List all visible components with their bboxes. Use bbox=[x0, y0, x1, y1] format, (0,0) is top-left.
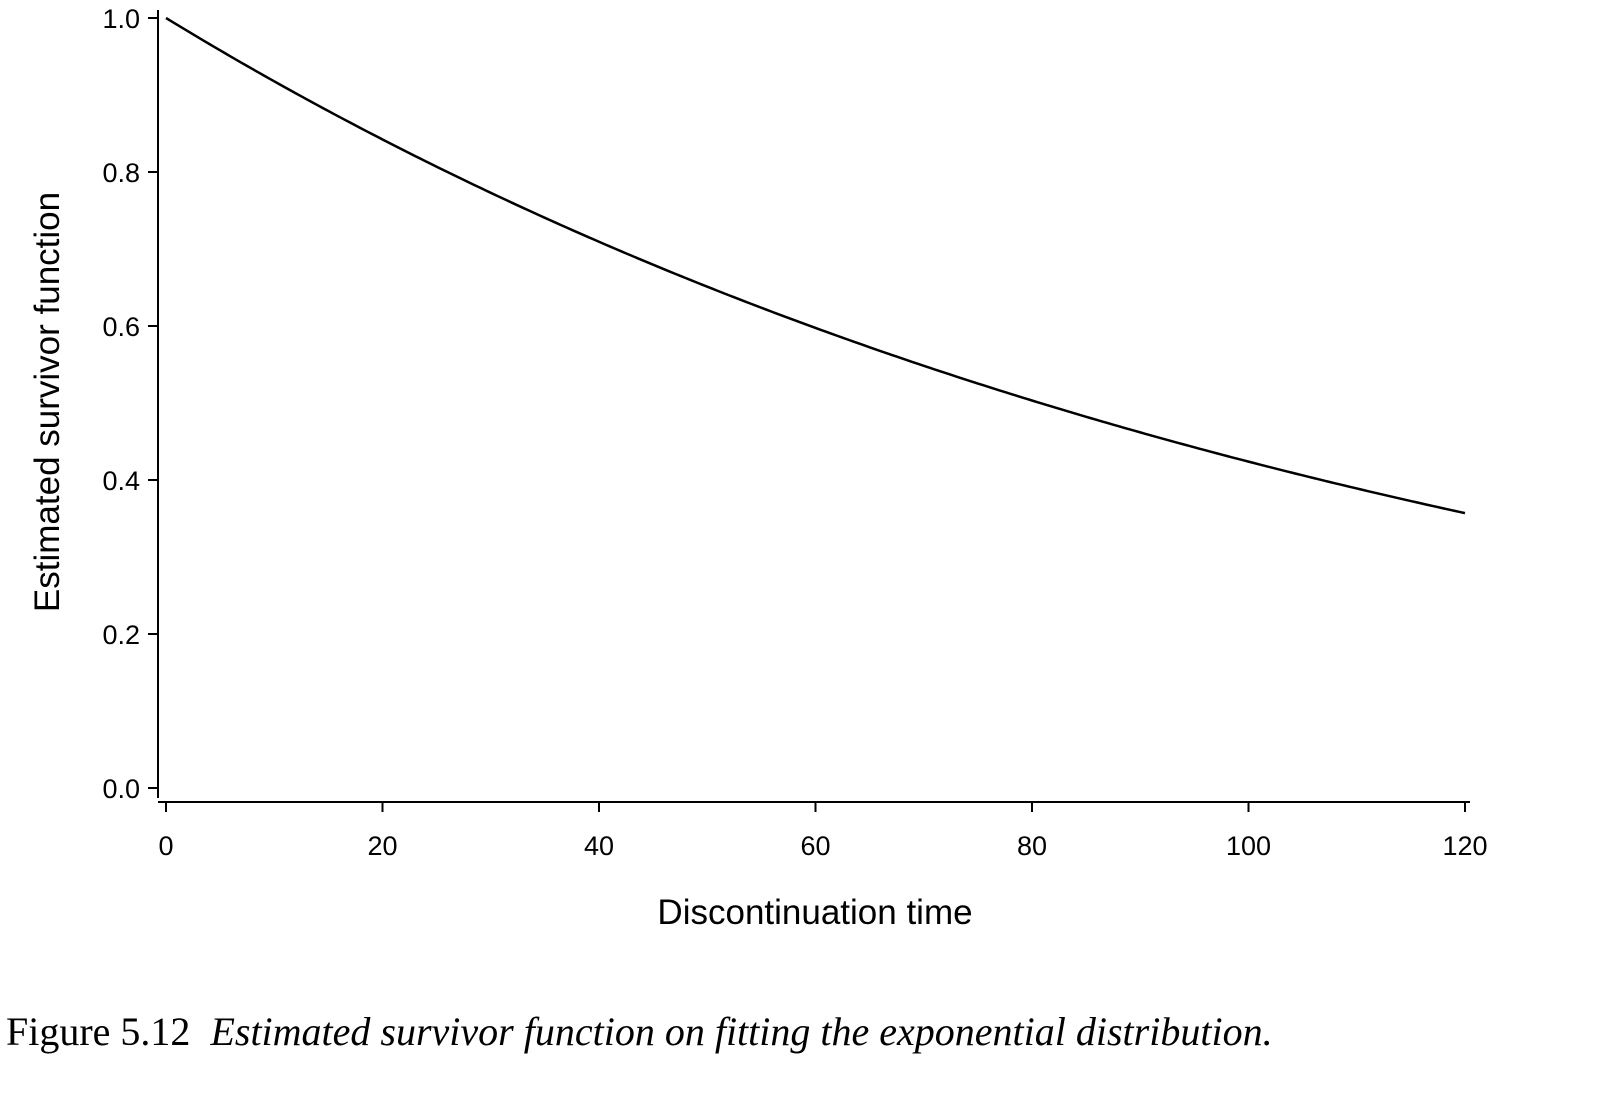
x-tick-label: 80 bbox=[1017, 831, 1047, 861]
y-ticks: 0.0 0.2 0.4 0.6 0.8 1.0 bbox=[102, 4, 158, 804]
figure-caption-text: Estimated survivor function on fitting t… bbox=[210, 1009, 1273, 1054]
x-tick-label: 60 bbox=[800, 831, 830, 861]
figure-caption: Figure 5.12 Estimated survivor function o… bbox=[6, 1008, 1616, 1055]
x-ticks: 0 20 40 60 80 100 120 bbox=[158, 802, 1488, 861]
y-tick-label: 0.2 bbox=[102, 620, 140, 650]
y-tick-label: 0.4 bbox=[102, 466, 140, 496]
x-axis-title: Discontinuation time bbox=[657, 893, 972, 932]
x-tick-label: 0 bbox=[158, 831, 173, 861]
x-tick-label: 100 bbox=[1226, 831, 1271, 861]
survivor-curve bbox=[165, 16, 1466, 515]
y-axis-title: Estimated survivor function bbox=[28, 192, 67, 612]
chart: 0.0 0.2 0.4 0.6 0.8 1.0 0 20 40 60 80 100 120 Disco… bbox=[28, 4, 1488, 932]
y-tick-label: 0.8 bbox=[102, 158, 140, 188]
x-tick-label: 120 bbox=[1442, 831, 1487, 861]
x-tick-label: 40 bbox=[584, 831, 614, 861]
series-group bbox=[165, 16, 1466, 515]
y-tick-label: 0.0 bbox=[102, 774, 140, 804]
y-tick-label: 1.0 bbox=[102, 4, 140, 34]
x-tick-label: 20 bbox=[367, 831, 397, 861]
y-tick-label: 0.6 bbox=[102, 312, 140, 342]
figure-label: Figure 5.12 bbox=[6, 1009, 191, 1054]
